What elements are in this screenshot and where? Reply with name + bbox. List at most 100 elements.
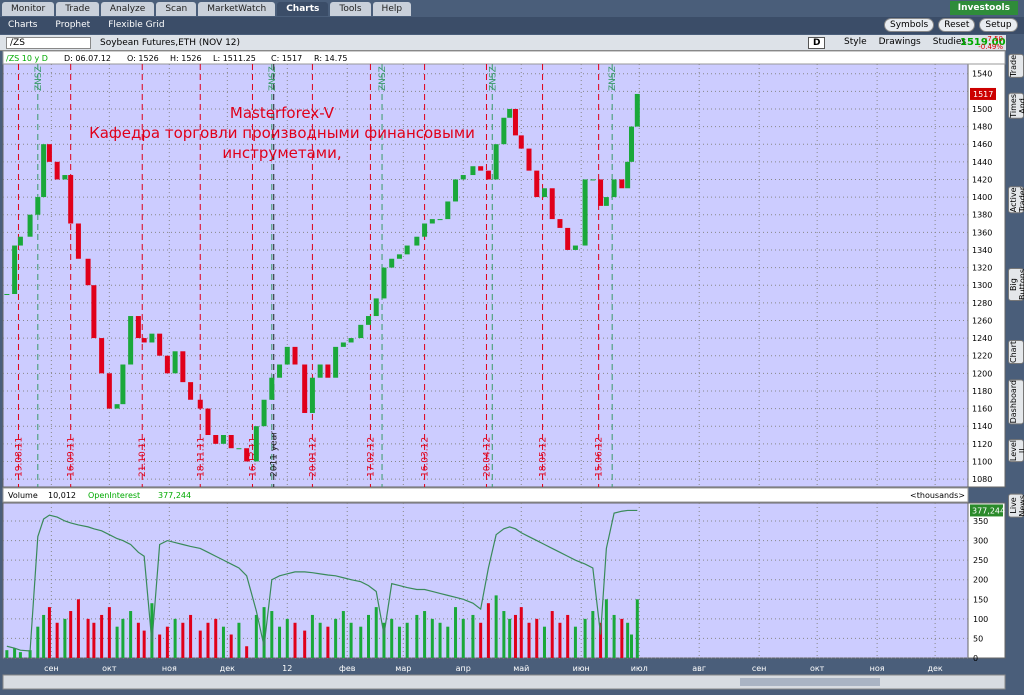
- volume-bar: [430, 618, 434, 658]
- volume-bar: [121, 618, 125, 658]
- event-label: 17.02.12: [366, 437, 376, 477]
- event-label: 16.09.11: [67, 437, 77, 477]
- y-tick-label: 1340: [972, 246, 992, 255]
- candle: [598, 179, 604, 206]
- volume-bar: [18, 652, 22, 658]
- volume-bar: [479, 622, 483, 658]
- candle: [629, 126, 635, 162]
- candle: [213, 435, 219, 444]
- volume-bar: [620, 618, 624, 658]
- volume-bar: [229, 634, 233, 658]
- candle: [625, 161, 631, 189]
- tab[interactable]: Help: [372, 2, 412, 16]
- last-price-label: 1517: [973, 90, 993, 99]
- toolbar-button[interactable]: Symbols: [884, 18, 935, 32]
- tab[interactable]: Analyze: [100, 2, 155, 16]
- volume-bar: [13, 648, 17, 658]
- sub-tab[interactable]: Flexible Grid: [108, 20, 165, 30]
- tab[interactable]: Monitor: [2, 2, 55, 16]
- chart-button[interactable]: Studies: [932, 37, 967, 47]
- volume-bar: [173, 618, 177, 658]
- candle: [603, 197, 609, 206]
- event-label: 16.12.11: [248, 437, 258, 477]
- sub-tab[interactable]: Charts: [8, 20, 38, 30]
- y-tick-label: 1460: [972, 140, 992, 149]
- annotation: инструметами,: [222, 144, 341, 162]
- y-tick-label: 1360: [972, 228, 992, 237]
- volume-bar: [214, 618, 218, 658]
- volume-bar: [47, 607, 51, 658]
- chart-button[interactable]: Style: [844, 37, 867, 47]
- side-tab[interactable]: Trade: [1008, 54, 1024, 78]
- side-tab[interactable]: Chart: [1008, 339, 1024, 364]
- brand-button[interactable]: Investools: [949, 1, 1018, 15]
- x-tick-label: май: [513, 664, 529, 673]
- tab[interactable]: Trade: [56, 2, 99, 16]
- candle: [526, 148, 532, 171]
- volume-bar: [397, 626, 401, 658]
- chart-button[interactable]: Drawings: [878, 37, 921, 47]
- volume-bar: [326, 626, 330, 658]
- sub-tab[interactable]: Prophet: [55, 20, 91, 30]
- event-label: 18.11.11: [196, 437, 206, 477]
- volume-bar: [349, 622, 353, 658]
- side-tab[interactable]: Level II: [1008, 439, 1024, 463]
- volume-bar: [626, 622, 630, 658]
- tab[interactable]: MarketWatch: [198, 2, 276, 16]
- volume-bar: [310, 614, 314, 658]
- y-tick-label: 1280: [972, 299, 992, 308]
- y-tick-label: 50: [973, 634, 983, 643]
- tab[interactable]: Charts: [277, 2, 329, 16]
- last-price: 1519.00: [960, 37, 1006, 48]
- candle: [512, 108, 518, 136]
- volume-bar: [423, 611, 427, 658]
- toolbar-button[interactable]: Setup: [979, 18, 1018, 32]
- side-tab[interactable]: Big Buttons: [1008, 268, 1024, 302]
- volume-bar: [471, 614, 475, 658]
- side-tab[interactable]: Dashboard: [1008, 378, 1024, 424]
- volume-bar: [136, 622, 140, 658]
- y-tick-label: 1200: [972, 369, 992, 378]
- y-tick-label: 250: [973, 556, 988, 565]
- side-tab[interactable]: Live News: [1008, 494, 1024, 518]
- change-pct: -0.49%: [978, 43, 1003, 51]
- x-tick-label: сен: [752, 664, 767, 673]
- price-axis: [967, 63, 1006, 488]
- y-tick-label: 1240: [972, 334, 992, 343]
- y-tick-label: 150: [973, 595, 988, 604]
- event-label: 15.06.12: [595, 437, 605, 477]
- volume-bar: [591, 611, 595, 658]
- y-tick-label: 1300: [972, 281, 992, 290]
- candle: [85, 258, 91, 286]
- volume-bar: [513, 614, 517, 658]
- candle: [172, 351, 178, 374]
- volume-bar: [519, 607, 523, 658]
- side-tab[interactable]: Times And Sales: [1008, 93, 1024, 119]
- volume-bar: [415, 614, 419, 658]
- side-tab[interactable]: Active Trader: [1008, 186, 1024, 214]
- candle: [197, 399, 203, 409]
- volume-bar: [359, 626, 363, 658]
- candle: [437, 219, 443, 221]
- y-tick-label: 100: [973, 615, 988, 624]
- volume-bar: [285, 618, 289, 658]
- volume-bar: [508, 618, 512, 658]
- volume-bar: [558, 622, 562, 658]
- candle: [205, 408, 211, 436]
- volume-bar: [446, 626, 450, 658]
- y-tick-label: 1500: [972, 105, 992, 114]
- x-tick-label: сен: [44, 664, 59, 673]
- info-item: C: 1517: [271, 54, 302, 63]
- scroll-thumb: [740, 678, 880, 686]
- period[interactable]: D: [808, 37, 826, 49]
- volume-bar: [270, 611, 274, 658]
- toolbar-button[interactable]: Reset: [938, 18, 976, 32]
- event-label: 16.03.12: [421, 437, 431, 477]
- x-tick-label: апр: [456, 664, 471, 673]
- volume-bar: [254, 614, 258, 658]
- event-label: ZNSZ: [378, 66, 388, 91]
- tab[interactable]: Tools: [330, 2, 371, 16]
- symbol-box[interactable]: /ZS: [6, 37, 91, 49]
- volume-bar: [405, 622, 409, 658]
- tab[interactable]: Scan: [156, 2, 197, 16]
